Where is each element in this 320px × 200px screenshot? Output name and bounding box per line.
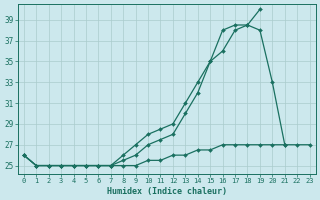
- X-axis label: Humidex (Indice chaleur): Humidex (Indice chaleur): [107, 187, 227, 196]
